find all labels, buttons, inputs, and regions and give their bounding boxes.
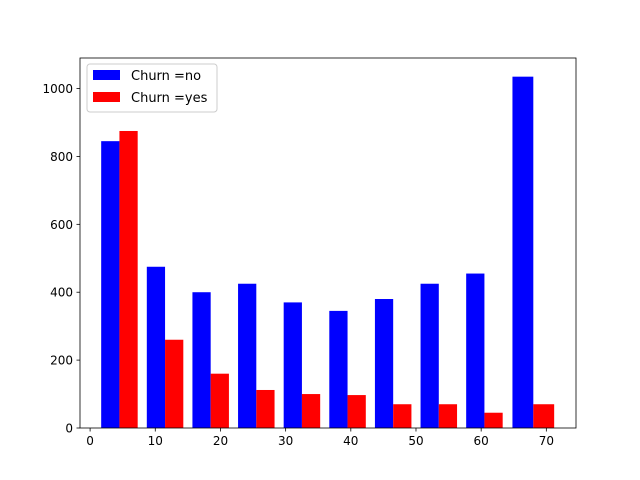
bar-churn-yes-4 [301,394,321,428]
bar-churn-yes-7 [438,404,458,428]
bars-group [101,76,555,429]
bar-churn-yes-5 [347,395,366,428]
x-tick-label: 20 [213,434,228,448]
bar-churn-no-8 [466,273,485,428]
bar-churn-no-2 [192,292,211,428]
legend-label-no: Churn =no [131,69,201,84]
legend-swatch-yes [93,92,120,102]
y-tick-label: 800 [50,150,73,164]
legend-label-yes: Churn =yes [131,91,208,106]
bar-churn-no-0 [101,141,120,428]
x-tick-label: 0 [86,434,94,448]
bar-churn-yes-8 [484,412,503,428]
plot-frame [79,57,577,429]
y-tick-label: 1000 [42,82,73,96]
x-tick-label: 40 [343,434,358,448]
bar-churn-no-4 [283,302,302,428]
x-axis-ticks: 0 10 20 30 40 50 60 70 [86,428,554,448]
y-axis-ticks: 0 200 400 600 800 1000 [42,82,80,436]
bar-churn-no-6 [374,299,394,428]
y-tick-label: 400 [50,286,73,300]
y-tick-label: 200 [50,354,73,368]
legend: Churn =no Churn =yes [86,63,218,113]
bar-churn-no-7 [420,283,439,428]
bar-churn-yes-3 [256,389,275,428]
bar-churn-yes-6 [393,404,412,428]
legend-swatch-no [93,70,120,80]
bar-churn-yes-2 [210,373,229,428]
bar-churn-yes-9 [533,404,555,428]
y-tick-label: 600 [50,218,73,232]
bar-churn-no-5 [329,310,348,428]
bar-churn-no-3 [238,283,257,428]
x-tick-label: 50 [408,434,423,448]
x-tick-label: 60 [474,434,489,448]
bar-churn-yes-1 [165,339,184,428]
x-tick-label: 10 [148,434,163,448]
bar-churn-yes-0 [119,130,138,429]
bar-churn-no-9 [512,76,534,428]
x-tick-label: 70 [539,434,554,448]
bar-churn-no-1 [146,266,166,428]
x-tick-label: 30 [278,434,293,448]
y-tick-label: 0 [65,422,73,436]
